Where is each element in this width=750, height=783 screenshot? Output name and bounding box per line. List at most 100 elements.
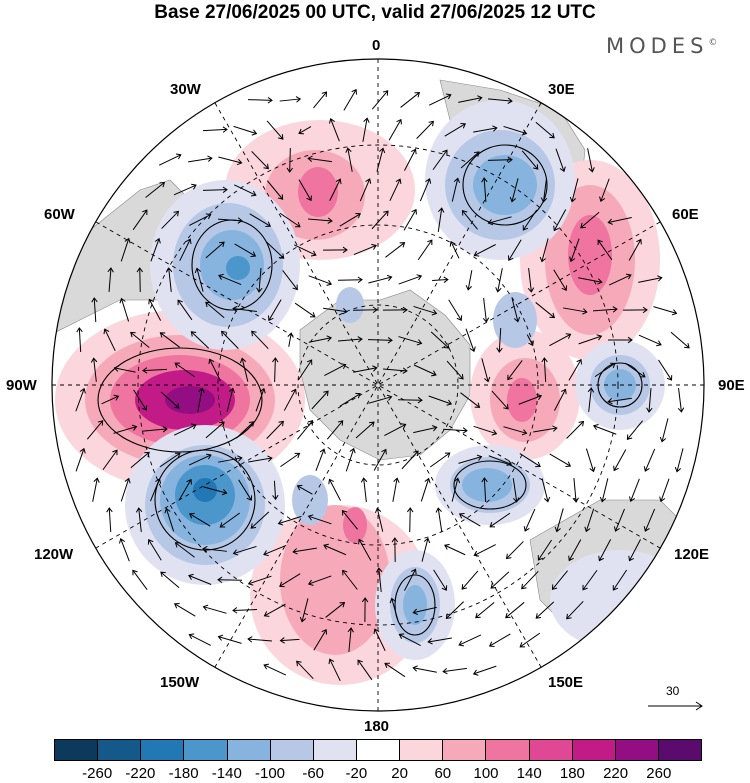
wind-vector bbox=[273, 480, 277, 500]
wind-vector bbox=[458, 634, 482, 646]
wind-vector-head bbox=[237, 455, 243, 462]
wind-vector-head bbox=[296, 660, 302, 667]
wind-vector-head bbox=[425, 178, 432, 184]
wind-vector bbox=[114, 367, 136, 373]
wind-vector-head bbox=[438, 207, 445, 213]
wind-vector-head bbox=[523, 526, 530, 532]
wind-vector bbox=[280, 452, 300, 468]
wind-vector bbox=[658, 359, 672, 381]
wind-vector bbox=[363, 478, 367, 502]
wind-vector bbox=[255, 388, 265, 412]
wind-vector-head bbox=[191, 183, 197, 190]
wind-vector bbox=[174, 362, 196, 378]
colorbar-segment bbox=[400, 740, 444, 760]
wind-vector-head bbox=[396, 118, 402, 125]
wind-vector-head bbox=[399, 242, 406, 248]
wind-vector bbox=[266, 421, 284, 439]
wind-vector bbox=[384, 662, 406, 678]
wind-vector-head bbox=[295, 221, 301, 228]
wind-vector-head bbox=[232, 607, 238, 614]
wind-vector-head bbox=[265, 221, 272, 228]
wind-vector-head bbox=[513, 497, 520, 503]
wind-vector-head bbox=[381, 448, 387, 455]
wind-vector-head bbox=[76, 327, 83, 333]
wind-vector bbox=[448, 299, 462, 321]
wind-vector bbox=[138, 508, 142, 532]
wind-vector bbox=[161, 211, 179, 229]
wind-vector bbox=[648, 387, 652, 413]
wind-vector bbox=[217, 218, 243, 222]
wind-vector bbox=[670, 331, 690, 349]
wind-vector-head bbox=[553, 225, 559, 232]
wind-vector bbox=[384, 423, 406, 437]
wind-vector bbox=[624, 362, 646, 378]
wind-vector bbox=[218, 156, 242, 164]
wind-vector-head bbox=[309, 312, 316, 318]
wind-vector-head bbox=[656, 340, 662, 347]
wind-vector-head bbox=[565, 461, 572, 467]
wind-vector-head bbox=[412, 608, 418, 615]
wind-vector bbox=[343, 89, 357, 111]
wind-vector-head bbox=[355, 212, 361, 219]
wind-vector bbox=[113, 426, 137, 434]
wind-vector bbox=[337, 338, 363, 342]
wind-vector bbox=[553, 389, 567, 411]
wind-vector-head bbox=[626, 434, 633, 440]
wind-vector-head bbox=[250, 523, 257, 529]
wind-vector-head bbox=[549, 312, 555, 319]
wind-vector bbox=[474, 244, 496, 256]
wind-vector bbox=[226, 388, 234, 412]
wind-vector-head bbox=[371, 243, 377, 250]
wind-vector-head bbox=[643, 466, 650, 472]
wind-vector bbox=[585, 448, 595, 472]
wind-vector bbox=[190, 331, 210, 349]
wind-vector bbox=[630, 478, 640, 502]
wind-vector bbox=[450, 241, 460, 259]
wind-vector bbox=[92, 478, 98, 502]
wind-vector-head bbox=[503, 403, 509, 410]
wind-vector-head bbox=[521, 129, 528, 136]
wind-vector bbox=[568, 359, 582, 381]
wind-vector bbox=[233, 184, 257, 196]
wind-vector-head bbox=[398, 633, 405, 640]
wind-vector bbox=[308, 575, 332, 585]
wind-vector bbox=[443, 667, 467, 673]
wind-vector bbox=[308, 157, 332, 163]
colorbar-segment bbox=[270, 740, 314, 760]
colorbar-tick-label: -60 bbox=[302, 765, 325, 782]
wind-vectors bbox=[75, 88, 690, 682]
wind-vector bbox=[75, 388, 85, 412]
wind-vector-head bbox=[188, 573, 194, 580]
wind-vector bbox=[660, 478, 670, 502]
wind-vector bbox=[578, 277, 602, 283]
wind-vector bbox=[505, 601, 525, 619]
wind-vector-head bbox=[582, 584, 588, 591]
reference-vector-arrow bbox=[648, 701, 703, 711]
wind-vector-head bbox=[597, 278, 603, 285]
wind-vector-head bbox=[646, 407, 653, 413]
wind-vector-head bbox=[384, 662, 390, 669]
wind-vector bbox=[552, 570, 568, 590]
wind-vector-head bbox=[540, 197, 548, 203]
wind-vector-head bbox=[278, 420, 284, 427]
wind-vector-head bbox=[505, 612, 511, 619]
wind-vector-head bbox=[458, 640, 465, 647]
wind-vector-head bbox=[659, 436, 667, 443]
wind-vector bbox=[247, 99, 273, 101]
wind-vector-head bbox=[306, 359, 313, 365]
wind-vector-head bbox=[335, 178, 342, 185]
wind-vector bbox=[489, 633, 511, 647]
wind-vector-head bbox=[541, 357, 548, 363]
wind-vector-head bbox=[476, 454, 483, 461]
wind-vector-head bbox=[472, 669, 479, 676]
wind-vector bbox=[488, 98, 512, 102]
wind-vector-head bbox=[339, 602, 346, 608]
wind-vector bbox=[339, 393, 361, 407]
wind-vector-head bbox=[222, 186, 228, 193]
wind-vector bbox=[288, 333, 292, 347]
wind-vector-head bbox=[386, 274, 393, 282]
wind-vector-head bbox=[410, 148, 417, 155]
wind-vector-head bbox=[326, 335, 332, 342]
wind-vector bbox=[497, 268, 503, 292]
wind-vector bbox=[644, 448, 656, 472]
